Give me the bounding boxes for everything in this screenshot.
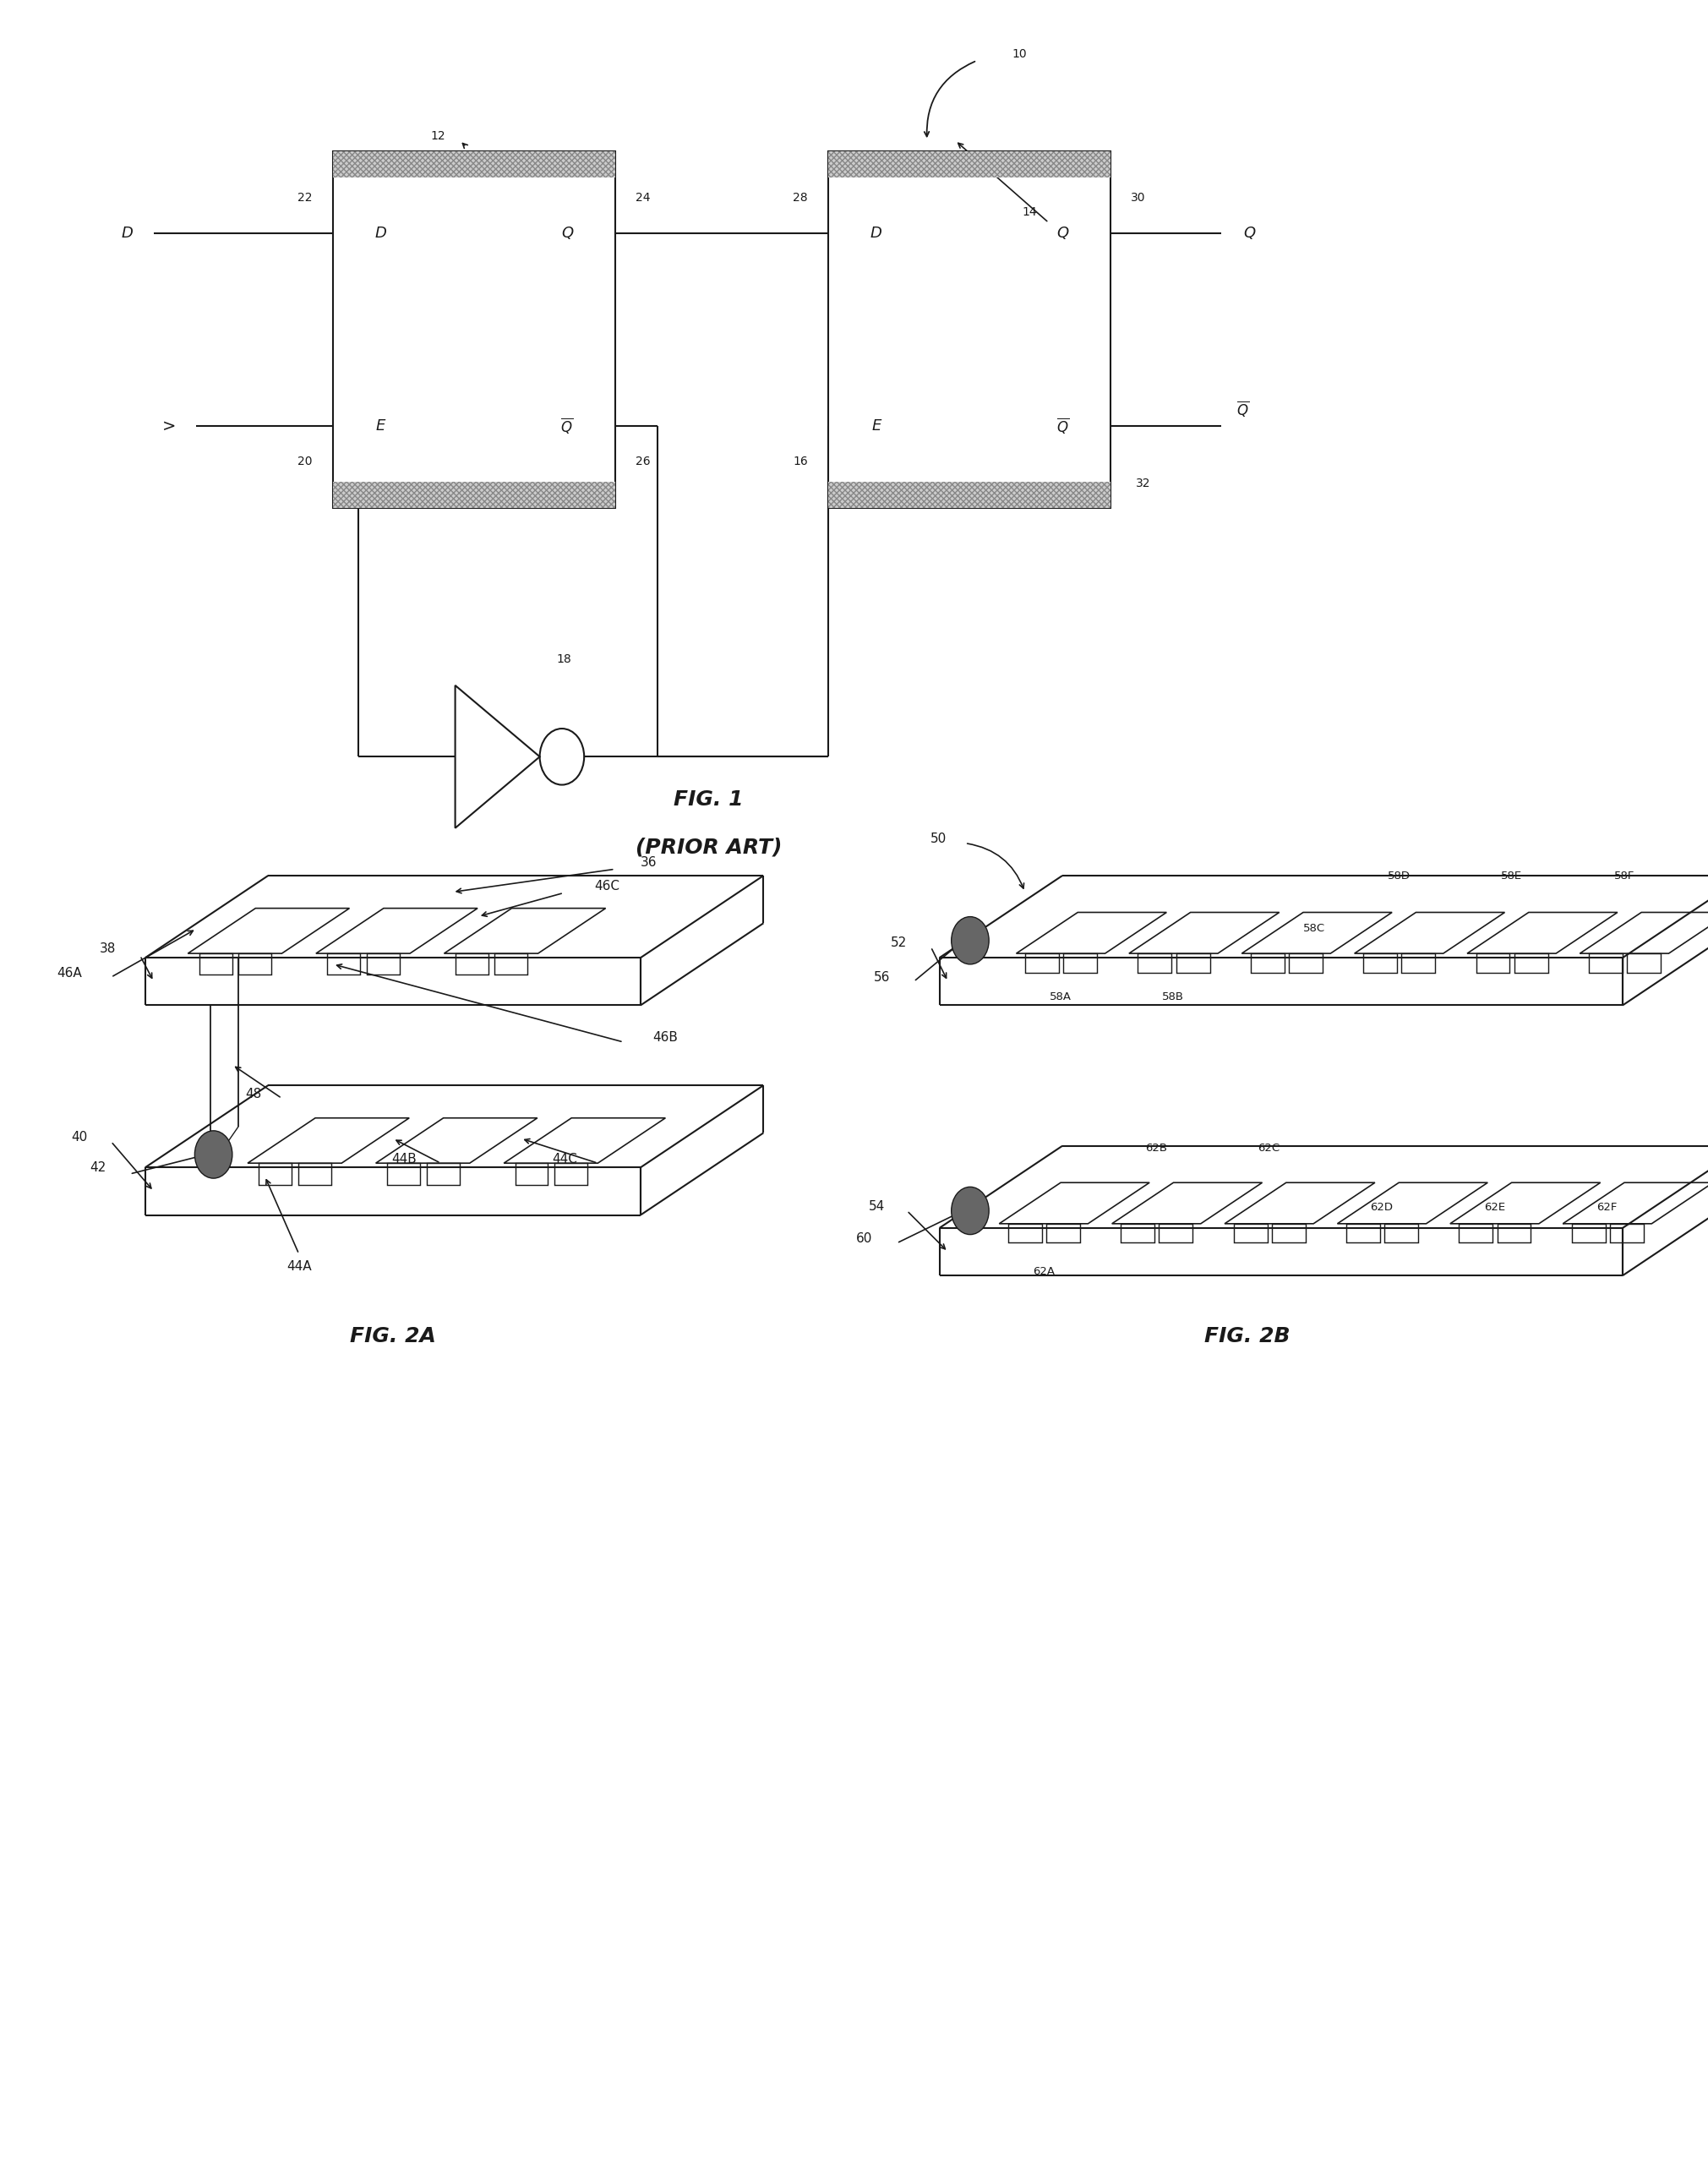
Text: $\overline{Q}$: $\overline{Q}$ (560, 417, 574, 437)
Bar (828, 482, 1110, 508)
Text: 58C: 58C (1303, 923, 1325, 934)
Bar (828, 151, 1110, 177)
Text: 24: 24 (635, 192, 651, 203)
Text: 62F: 62F (1597, 1202, 1617, 1213)
Text: 58E: 58E (1501, 871, 1522, 882)
Text: Q: Q (1057, 225, 1068, 240)
Text: D: D (121, 225, 133, 240)
Text: 44C: 44C (552, 1152, 577, 1165)
Text: >: > (162, 417, 176, 435)
Text: E: E (376, 419, 386, 435)
Circle shape (951, 917, 989, 964)
Text: 62E: 62E (1484, 1202, 1505, 1213)
Text: 30: 30 (1131, 192, 1146, 203)
Text: 48: 48 (244, 1087, 261, 1100)
Bar (333, 151, 615, 177)
Text: 62C: 62C (1259, 1144, 1279, 1155)
Text: 62D: 62D (1370, 1202, 1394, 1213)
Text: 10: 10 (1013, 48, 1027, 61)
Bar (828, 151, 1110, 508)
Text: 32: 32 (1136, 478, 1151, 489)
Text: 52: 52 (890, 936, 907, 949)
Bar (333, 151, 615, 508)
Text: $\overline{Q}$: $\overline{Q}$ (1237, 400, 1249, 419)
Bar (333, 482, 615, 508)
Text: 42: 42 (89, 1161, 106, 1174)
Text: Q: Q (1243, 225, 1255, 240)
Text: D: D (376, 225, 386, 240)
Text: FIG. 2B: FIG. 2B (1204, 1325, 1290, 1347)
Text: 62A: 62A (1033, 1265, 1054, 1278)
Text: 60: 60 (856, 1232, 873, 1245)
Text: E: E (871, 419, 881, 435)
Text: 36: 36 (640, 856, 658, 869)
Text: 14: 14 (1021, 205, 1037, 218)
Text: FIG. 1: FIG. 1 (675, 789, 743, 811)
Text: 56: 56 (873, 971, 890, 984)
Text: 26: 26 (635, 456, 651, 467)
Text: 54: 54 (868, 1200, 885, 1213)
Text: 20: 20 (297, 456, 313, 467)
Text: 44B: 44B (391, 1152, 417, 1165)
Text: 12: 12 (430, 130, 446, 143)
Text: 62B: 62B (1146, 1144, 1167, 1155)
Text: 44A: 44A (287, 1260, 311, 1273)
Text: 16: 16 (793, 456, 808, 467)
Text: (PRIOR ART): (PRIOR ART) (635, 837, 782, 858)
Text: 18: 18 (557, 653, 570, 666)
Text: 58D: 58D (1387, 871, 1411, 882)
Text: $\overline{Q}$: $\overline{Q}$ (1056, 417, 1069, 437)
Circle shape (195, 1131, 232, 1178)
Text: 58A: 58A (1050, 990, 1071, 1003)
Text: 40: 40 (70, 1131, 87, 1144)
Text: 28: 28 (793, 192, 808, 203)
Text: 46B: 46B (652, 1031, 678, 1044)
Text: Q: Q (562, 225, 572, 240)
Text: 38: 38 (99, 943, 116, 956)
Text: 22: 22 (297, 192, 313, 203)
Text: 50: 50 (929, 832, 946, 845)
Text: 58F: 58F (1614, 871, 1635, 882)
Text: D: D (871, 225, 881, 240)
Text: 46A: 46A (56, 966, 82, 979)
Circle shape (951, 1187, 989, 1235)
Text: 46C: 46C (594, 880, 620, 893)
Text: FIG. 2A: FIG. 2A (350, 1325, 436, 1347)
Text: 58B: 58B (1163, 990, 1184, 1003)
